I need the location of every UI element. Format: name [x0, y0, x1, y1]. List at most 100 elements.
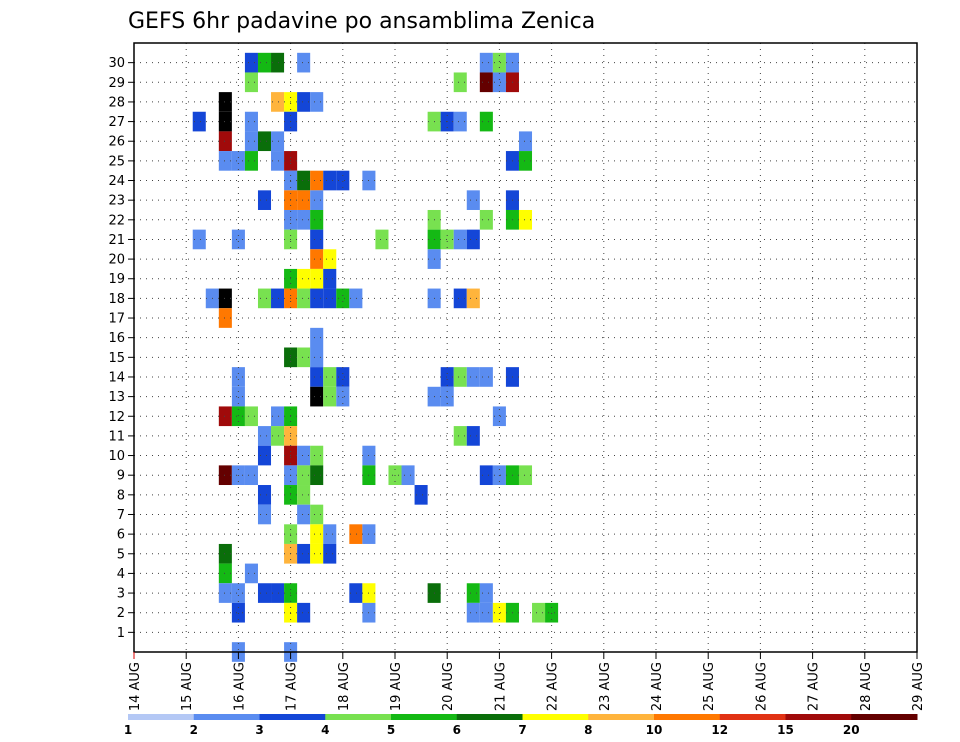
heatmap-cell	[297, 92, 311, 112]
heatmap-cell	[257, 504, 272, 525]
heatmap-cell	[231, 367, 245, 387]
heatmap-cell	[323, 386, 337, 407]
heatmap-cell	[323, 524, 337, 544]
y-tick-label: 24	[108, 174, 125, 189]
y-tick-label: 10	[108, 449, 125, 464]
heatmap-cell	[545, 602, 559, 623]
colorbar-label: 4	[321, 723, 329, 737]
y-tick-label: 16	[108, 331, 125, 346]
heatmap-cell	[231, 151, 245, 171]
heatmap-cell	[310, 386, 324, 407]
heatmap-cell	[336, 386, 350, 407]
y-tick-label: 12	[108, 410, 125, 425]
heatmap-cell	[453, 229, 467, 250]
y-tick-label: 5	[117, 547, 125, 562]
colorbar-swatch	[522, 714, 589, 720]
y-tick-label: 15	[108, 351, 125, 366]
x-tick-label: 18 AUG	[337, 662, 352, 711]
y-tick-label: 1	[117, 626, 125, 641]
colorbar-swatch	[391, 714, 458, 720]
heatmap-cell	[297, 268, 311, 289]
heatmap-cell	[257, 288, 272, 309]
y-tick-label: 23	[108, 194, 125, 209]
heatmap-cell	[518, 151, 533, 171]
x-tick-label: 20 AUG	[441, 662, 456, 711]
heatmap-cell	[231, 406, 245, 427]
heatmap-cell	[257, 52, 272, 73]
x-tick-label: 17 AUG	[285, 662, 300, 711]
colorbar-label: 20	[843, 723, 860, 737]
heatmap-cell	[518, 209, 533, 230]
colorbar-swatch	[193, 714, 260, 720]
heatmap-cell	[271, 131, 285, 152]
heatmap-cell	[479, 111, 493, 132]
heatmap-cell	[218, 151, 232, 171]
y-tick-label: 27	[108, 115, 125, 130]
colorbar-label: 1	[124, 723, 132, 737]
heatmap-cell	[479, 602, 493, 623]
chart-title: GEFS 6hr padavine po ansamblima Zenica	[128, 9, 595, 34]
heatmap-cell	[349, 583, 363, 603]
colorbar-label: 12	[711, 723, 728, 737]
y-tick-label: 29	[108, 76, 125, 91]
heatmap-cell	[257, 583, 272, 603]
colorbar-swatch	[456, 714, 523, 720]
heatmap-cell	[244, 563, 258, 584]
x-tick-label: 24 AUG	[650, 662, 665, 711]
x-tick-label: 25 AUG	[702, 662, 717, 711]
heatmap-cell	[218, 131, 232, 152]
y-tick-label: 26	[108, 135, 125, 150]
heatmap-cell	[466, 602, 480, 623]
heatmap-cell	[244, 465, 258, 486]
y-tick-label: 7	[117, 508, 125, 523]
x-tick-label: 14 AUG	[128, 662, 143, 711]
heatmap-cell	[297, 504, 311, 525]
heatmap-cell	[453, 367, 467, 387]
heatmap-cell	[310, 367, 324, 387]
y-tick-label: 13	[108, 390, 125, 405]
heatmap-cell	[297, 209, 311, 230]
heatmap-cell	[336, 170, 350, 191]
heatmap-cell	[297, 288, 311, 309]
colorbar-swatch	[719, 714, 786, 720]
heatmap-cell	[466, 583, 480, 603]
heatmap-cell	[310, 209, 324, 230]
heatmap-cell	[310, 249, 324, 269]
heatmap-cell	[336, 288, 350, 309]
heatmap-cell	[244, 131, 258, 152]
y-tick-label: 25	[108, 154, 125, 169]
heatmap-cell	[479, 209, 493, 230]
heatmap-cell	[271, 151, 285, 171]
colorbar-swatch	[785, 714, 852, 720]
heatmap-cell	[310, 504, 324, 525]
heatmap-cell	[453, 288, 467, 309]
heatmap-cell	[310, 327, 324, 348]
heatmap-cell	[349, 524, 363, 544]
heatmap-cell	[192, 229, 206, 250]
y-tick-label: 2	[117, 606, 125, 621]
heatmap-cell	[218, 111, 232, 132]
y-tick-label: 8	[117, 488, 125, 503]
heatmap-cell	[479, 465, 493, 486]
heatmap-cell	[453, 111, 467, 132]
heatmap-cell	[244, 72, 258, 93]
heatmap-cell	[310, 288, 324, 309]
x-tick-label: 21 AUG	[493, 662, 508, 711]
heatmap-cell	[218, 288, 232, 309]
colorbar-label: 7	[518, 723, 526, 737]
heatmap-cell	[466, 229, 480, 250]
heatmap-cell	[518, 465, 533, 486]
heatmap-cell	[257, 190, 272, 210]
heatmap-cell	[479, 52, 493, 73]
y-tick-label: 28	[108, 95, 125, 110]
heatmap-cell	[271, 92, 285, 112]
heatmap-cell	[492, 52, 506, 73]
heatmap-cell	[271, 406, 285, 427]
colorbar-swatch	[259, 714, 326, 720]
heatmap-cell	[349, 288, 363, 309]
y-tick-label: 17	[108, 312, 125, 327]
heatmap-cell	[492, 602, 506, 623]
heatmap-cell	[466, 190, 480, 210]
heatmap-cell	[310, 347, 324, 368]
heatmap-cell	[257, 426, 272, 446]
